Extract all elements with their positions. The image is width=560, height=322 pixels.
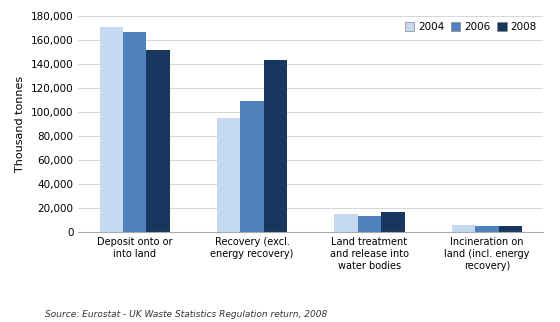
Bar: [498, 226, 522, 232]
Bar: [334, 214, 358, 232]
Legend: 2004, 2006, 2008: 2004, 2006, 2008: [401, 18, 541, 36]
Bar: [475, 226, 498, 232]
Bar: [217, 118, 240, 232]
Bar: [147, 50, 170, 232]
Bar: [381, 212, 405, 232]
Bar: [264, 61, 287, 232]
Bar: [452, 225, 475, 232]
Bar: [100, 27, 123, 232]
Bar: [240, 101, 264, 232]
Y-axis label: Thousand tonnes: Thousand tonnes: [15, 76, 25, 172]
Text: Source: Eurostat - UK Waste Statistics Regulation return, 2008: Source: Eurostat - UK Waste Statistics R…: [45, 310, 327, 319]
Bar: [123, 32, 147, 232]
Bar: [358, 216, 381, 232]
